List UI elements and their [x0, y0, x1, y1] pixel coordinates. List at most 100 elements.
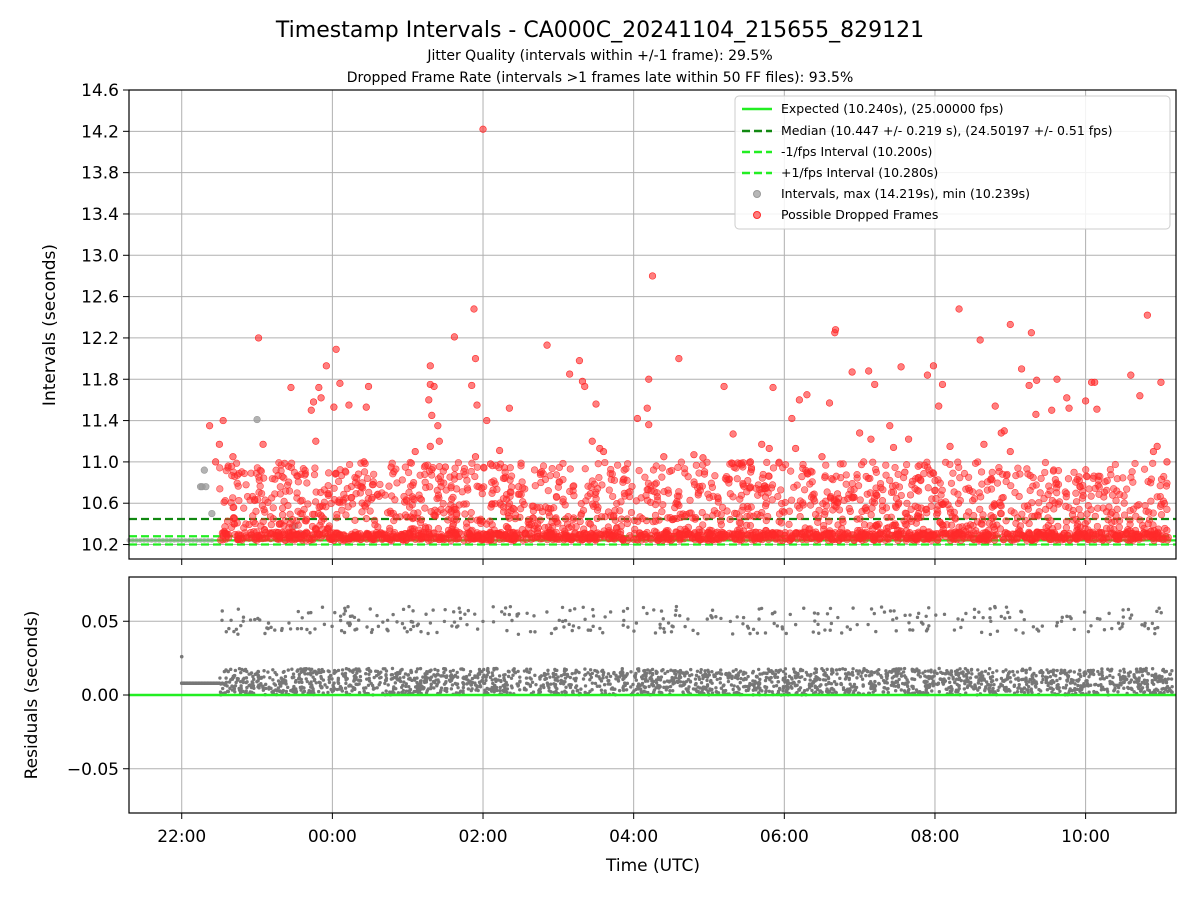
residual-point — [624, 688, 629, 692]
residual-point — [652, 690, 656, 694]
dropped-frame-point — [555, 463, 564, 472]
residual-point — [1139, 687, 1144, 692]
dropped-frame-point — [474, 531, 482, 539]
dropped-frame-point — [1079, 491, 1087, 500]
dropped-frame-point — [651, 511, 660, 519]
residual-point — [873, 679, 877, 684]
residual-point — [261, 688, 266, 692]
dropped-frame-point — [831, 326, 840, 334]
residual-point — [1108, 673, 1112, 678]
dropped-frame-point — [275, 531, 283, 539]
dropped-frame-point — [336, 379, 344, 387]
dropped-frame-point — [897, 363, 905, 371]
residual-point — [1028, 677, 1032, 682]
dropped-frame-point — [935, 533, 943, 542]
residual-point — [744, 688, 749, 693]
dropped-frame-point — [842, 471, 850, 479]
residual-point — [970, 672, 974, 676]
residual-point — [654, 681, 659, 685]
dropped-frame-point — [1129, 478, 1137, 486]
dropped-frame-point — [818, 453, 826, 461]
residual-point — [712, 674, 716, 679]
dropped-frame-point — [601, 458, 609, 467]
dropped-frame-point — [563, 520, 572, 528]
dropped-frame-point — [676, 510, 684, 518]
dropped-frame-point — [883, 524, 891, 532]
dropped-frame-point — [422, 534, 430, 542]
residual-point — [524, 676, 529, 680]
dropped-frame-point — [955, 463, 963, 471]
residual-point — [1091, 668, 1096, 673]
residual-point — [487, 687, 491, 691]
dropped-frame-point — [496, 460, 505, 468]
residual-point — [693, 677, 698, 681]
dropped-frame-point — [588, 437, 596, 445]
residual-point — [1142, 678, 1147, 683]
residual-point — [796, 671, 800, 676]
dropped-frame-point — [887, 488, 896, 496]
residual-point — [1008, 680, 1013, 684]
dropped-frame-point — [1157, 378, 1165, 386]
dropped-frame-point — [349, 500, 357, 508]
dropped-frame-point — [690, 451, 698, 459]
dropped-frame-point — [356, 529, 364, 538]
residual-point — [512, 667, 516, 671]
residual-point — [596, 670, 600, 674]
dropped-frame-point — [752, 528, 760, 536]
dropped-frame-point — [1110, 485, 1118, 493]
dropped-frame-point — [425, 396, 433, 404]
residual-point — [583, 667, 587, 671]
dropped-frame-point — [778, 500, 786, 508]
residual-point — [975, 675, 979, 679]
residual-point — [864, 673, 868, 678]
residual-point — [1058, 676, 1062, 681]
residual-point — [340, 668, 345, 672]
residual-point — [486, 668, 490, 673]
residual-point — [875, 669, 879, 673]
dropped-frame-point — [1111, 460, 1119, 469]
residual-point — [803, 677, 807, 682]
residual-point — [937, 690, 942, 694]
dropped-frame-point — [762, 499, 770, 508]
dropped-frame-point — [575, 357, 584, 365]
residual-point — [502, 678, 507, 682]
dropped-frame-point — [405, 529, 413, 538]
dropped-frame-point — [363, 474, 371, 483]
residual-point — [312, 678, 317, 683]
residual-point — [555, 668, 559, 673]
residual-point — [407, 689, 412, 693]
dropped-frame-point — [682, 527, 691, 535]
dropped-frame-point — [993, 521, 1001, 529]
dropped-frame-point — [471, 453, 480, 461]
dropped-frame-point — [838, 515, 847, 523]
residual-point — [390, 666, 395, 671]
dropped-frame-point — [828, 536, 837, 544]
dropped-frame-point — [1120, 499, 1128, 507]
residual-point — [284, 689, 289, 694]
dropped-frame-point — [1102, 524, 1111, 532]
residual-point — [995, 669, 999, 673]
residual-point — [1093, 683, 1097, 687]
dropped-frame-point — [607, 512, 615, 520]
residual-point — [378, 680, 382, 685]
residual-point — [386, 683, 390, 687]
dropped-frame-point — [234, 482, 242, 490]
dropped-frame-point — [338, 471, 346, 480]
residual-point — [1087, 690, 1091, 694]
residual-point — [489, 689, 494, 693]
residual-point — [835, 672, 839, 676]
residual-point — [1150, 673, 1154, 678]
dropped-frame-point — [416, 471, 424, 479]
residual-point — [505, 687, 510, 691]
dropped-frame-point — [1136, 392, 1144, 400]
residual-point — [1068, 687, 1072, 691]
residual-point — [1022, 690, 1027, 695]
residual-point — [511, 673, 515, 677]
residual-point — [612, 670, 616, 675]
residual-point — [469, 683, 474, 687]
residual-point — [776, 680, 781, 684]
residual-point — [632, 674, 637, 678]
dropped-frame-point — [675, 492, 683, 500]
residual-point — [931, 679, 935, 684]
dropped-frame-point — [255, 488, 263, 496]
